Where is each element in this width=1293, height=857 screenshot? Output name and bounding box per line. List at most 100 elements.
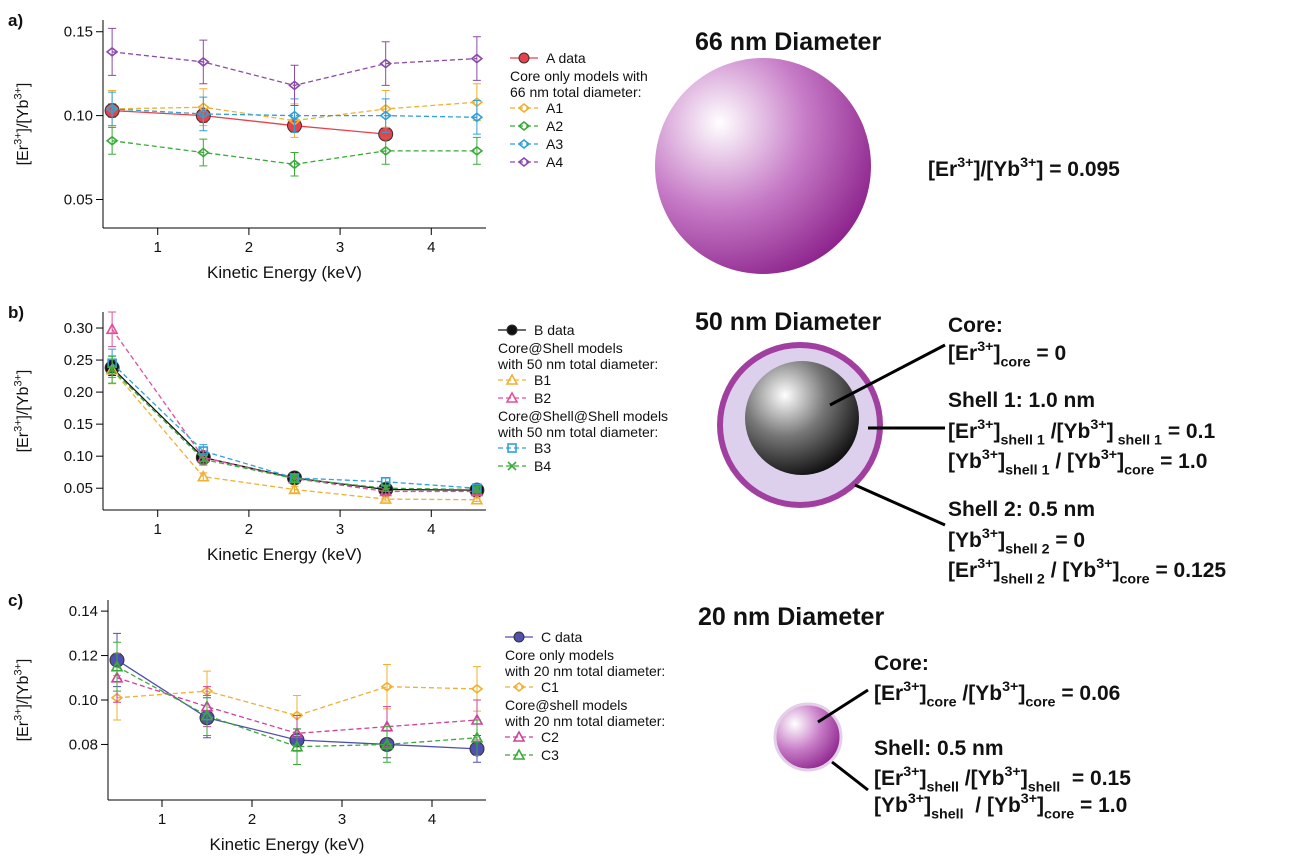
error-bar: [108, 311, 117, 348]
marker: [381, 483, 391, 493]
marker: [380, 737, 394, 750]
text-part: 3+: [12, 419, 24, 431]
error-bar: [199, 96, 208, 132]
marker: [196, 470, 210, 482]
marker: [198, 454, 208, 464]
error-bar: [381, 496, 390, 502]
legend-marker: [517, 138, 531, 150]
y-tick-label: 0.25: [64, 352, 93, 369]
legend-marker: [513, 631, 525, 643]
legend-heading: with 20 nm total diameter:: [504, 713, 665, 729]
text-part: [Er: [948, 420, 977, 443]
text-part: [Er: [948, 559, 977, 582]
legend-marker: [506, 324, 518, 336]
legend-heading: Core only models: [505, 647, 614, 663]
block-line: [Yb3+]shell 1 / [Yb3+]core = 1.0: [948, 447, 1207, 478]
marker: [379, 58, 392, 69]
legend-label: A1: [546, 100, 563, 116]
text-part: shell: [1028, 779, 1061, 795]
error-bar: [203, 695, 211, 737]
marker: [288, 110, 301, 121]
y-tick-label: 0.12: [69, 648, 98, 665]
legend-heading: Core only models with: [510, 68, 648, 84]
block-heading: Core:: [874, 652, 929, 675]
text-part: [Yb: [874, 794, 908, 817]
y-tick-label: 0.08: [69, 736, 98, 753]
text-part: 3+: [982, 526, 998, 542]
sphere-20nm: [773, 702, 843, 772]
text-part: 3+: [1021, 791, 1037, 807]
legend-label: C3: [541, 747, 559, 763]
sphere-66nm: [655, 58, 871, 274]
text-part: ]: [1107, 420, 1114, 443]
marker: [380, 681, 394, 692]
text-part: = 1.0: [1154, 450, 1207, 473]
legend-label: B2: [534, 390, 551, 406]
leaders: [817, 343, 946, 792]
text-part: [Er: [15, 144, 32, 165]
text-part: ]: [1021, 767, 1028, 790]
marker: [197, 102, 210, 113]
text-part: shell 1: [1114, 432, 1162, 448]
marker: [470, 493, 484, 505]
x-tick-label: 3: [336, 239, 344, 256]
text-part: ]: [993, 559, 1000, 582]
legend-label: C2: [541, 729, 559, 745]
error-bar: [473, 719, 481, 757]
text-part: 3+: [1090, 417, 1106, 433]
x-tick-label: 1: [154, 521, 162, 538]
legend-marker: [517, 120, 531, 132]
legend-label: B1: [534, 372, 551, 388]
block-line: [Er3+]shell /[Yb3+]shell = 0.15: [874, 764, 1131, 795]
y-tick-label: 0.14: [69, 603, 98, 620]
legend-heading: with 50 nm total diameter:: [497, 356, 658, 372]
legend-label: B4: [534, 458, 551, 474]
text-part: core: [1044, 806, 1074, 822]
text-part: ]/[Yb: [15, 675, 32, 708]
series-line: [116, 666, 478, 748]
marker: [379, 110, 392, 121]
y-tick-label: 0.10: [64, 108, 93, 125]
block-heading: Shell: 0.5 nm: [874, 737, 1004, 760]
panel-label: b): [8, 303, 24, 322]
text-part: = 0.06: [1056, 682, 1121, 705]
text-part: shell 2: [1005, 541, 1049, 557]
marker: [288, 80, 301, 91]
text-part: ]: [15, 659, 32, 663]
error-bar: [381, 136, 390, 165]
y-tick-label: 0.10: [64, 448, 93, 465]
legend-label: B3: [534, 440, 551, 456]
text-part: 3+: [12, 374, 24, 386]
text-part: [Yb: [948, 450, 982, 473]
x-axis-label: Kinetic Energy (keV): [207, 545, 362, 564]
y-axis-label: [Er3+]/[Yb3+]: [12, 659, 32, 742]
block-line: [Er3+]shell 1 /[Yb3+] shell 1 = 0.1: [948, 417, 1215, 448]
text-part: ]: [15, 370, 32, 374]
text-part: / [Yb: [964, 794, 1021, 817]
panel-label: a): [8, 11, 23, 30]
text-part: 3+: [977, 339, 993, 355]
marker: [470, 683, 484, 694]
block-heading: Core:: [948, 314, 1003, 337]
legend-marker: [512, 748, 526, 760]
text-part: /[Yb: [959, 767, 1005, 790]
legend-heading: Core@shell models: [505, 697, 627, 713]
y-axis-label: [Er3+]/[Yb3+]: [12, 370, 32, 453]
series-line: [112, 140, 477, 165]
legend-heading: Core@Shell@Shell models: [498, 408, 668, 424]
x-tick-label: 2: [245, 239, 253, 256]
y-tick-label: 0.20: [64, 384, 93, 401]
legend-heading: with 20 nm total diameter:: [504, 663, 665, 679]
text-part: = 0: [1050, 529, 1086, 552]
error-bar: [381, 41, 390, 86]
text-part: ]: [15, 83, 32, 87]
error-bar: [472, 497, 481, 503]
y-tick-label: 0.05: [64, 480, 93, 497]
text-part: 3+: [1101, 447, 1117, 463]
x-tick-label: 3: [338, 811, 346, 828]
marker: [470, 731, 484, 743]
text-part: ]/[Yb: [15, 99, 32, 132]
marker: [197, 108, 210, 119]
legend-label: C1: [541, 679, 559, 695]
block-heading: Shell 2: 0.5 nm: [948, 498, 1095, 521]
